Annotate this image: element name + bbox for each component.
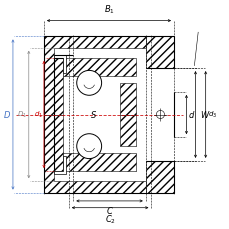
Circle shape (156, 110, 164, 119)
Text: $D$: $D$ (3, 109, 11, 120)
Polygon shape (145, 161, 173, 193)
Polygon shape (54, 156, 66, 174)
Text: $C$: $C$ (105, 205, 113, 216)
Text: $W$: $W$ (199, 109, 209, 120)
Polygon shape (44, 36, 145, 114)
Polygon shape (119, 114, 135, 146)
Circle shape (76, 70, 101, 95)
Text: $d_3$: $d_3$ (207, 109, 217, 120)
Text: $D_1$: $D_1$ (17, 109, 27, 120)
Text: $C_2$: $C_2$ (104, 213, 115, 226)
Polygon shape (119, 83, 135, 114)
Polygon shape (63, 92, 173, 137)
Polygon shape (54, 58, 63, 114)
Polygon shape (54, 55, 66, 73)
Polygon shape (145, 36, 173, 68)
Text: $B_1$: $B_1$ (103, 3, 114, 16)
Polygon shape (63, 58, 135, 76)
Polygon shape (63, 153, 135, 171)
Circle shape (76, 134, 101, 159)
Text: $S$: $S$ (90, 109, 97, 120)
Text: $d$: $d$ (188, 109, 195, 120)
Text: $d_1$: $d_1$ (34, 109, 43, 120)
Polygon shape (44, 114, 145, 193)
Polygon shape (54, 114, 63, 171)
